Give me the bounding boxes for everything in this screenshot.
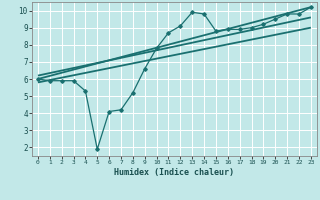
X-axis label: Humidex (Indice chaleur): Humidex (Indice chaleur) (115, 168, 234, 177)
